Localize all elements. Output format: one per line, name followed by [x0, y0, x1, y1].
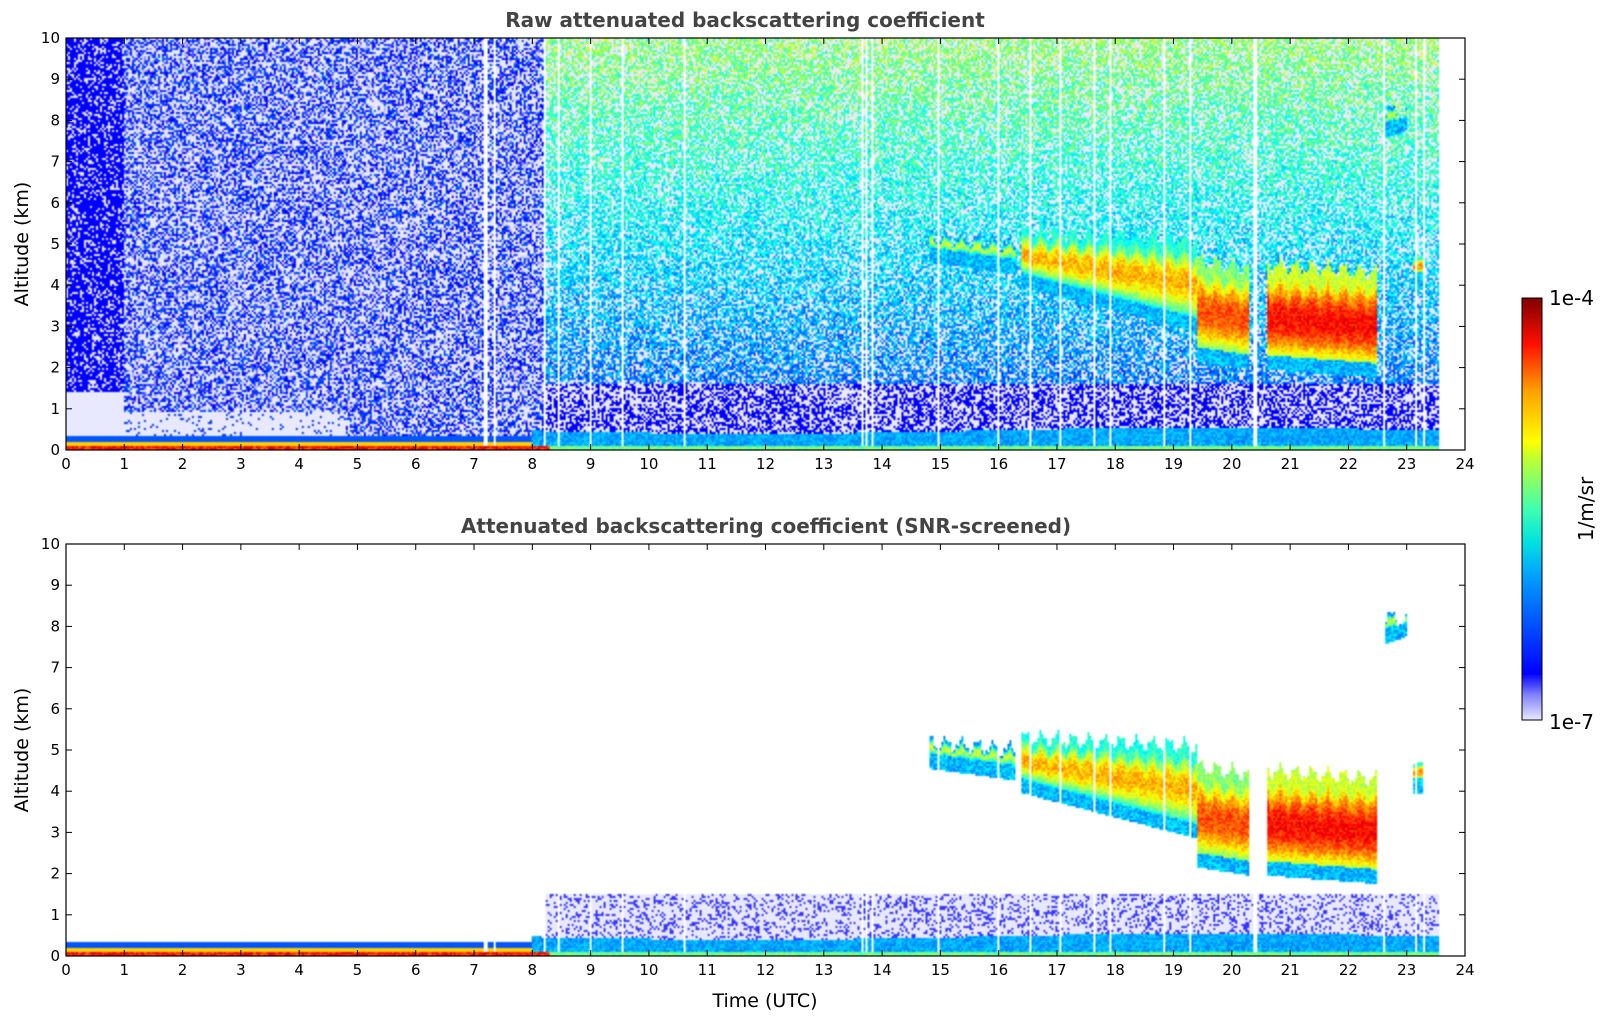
x-tick-label: 16	[989, 455, 1008, 473]
colorbar-gradient	[1521, 297, 1543, 721]
x-tick-label: 22	[1339, 961, 1358, 979]
x-tick-label: 7	[469, 961, 479, 979]
x-tick-label: 9	[586, 455, 596, 473]
x-tick-label: 11	[698, 455, 717, 473]
panel-raw: Raw attenuated backscattering coefficien…	[11, 8, 1475, 473]
x-tick-label: 13	[814, 455, 833, 473]
colorbar: 1e-4 1e-7 1/m/sr	[1521, 286, 1598, 734]
x-tick-label: 22	[1339, 455, 1358, 473]
x-tick-label: 9	[586, 961, 596, 979]
y-tick-label: 9	[50, 576, 60, 594]
panel-screened: Attenuated backscattering coefficient (S…	[11, 514, 1475, 1012]
y-tick-label: 5	[50, 235, 60, 253]
x-tick-label: 11	[698, 961, 717, 979]
y-tick-label: 2	[50, 359, 60, 377]
y-tick-label: 6	[50, 194, 60, 212]
x-axis-label: Time (UTC)	[711, 990, 817, 1012]
y-tick-label: 10	[41, 535, 60, 553]
x-tick-label: 15	[931, 455, 950, 473]
colorbar-max-label: 1e-4	[1549, 286, 1594, 310]
x-tick-label: 1	[120, 961, 130, 979]
chart-title: Attenuated backscattering coefficient (S…	[461, 514, 1071, 538]
backscatter-heatmap	[66, 38, 1465, 450]
y-axis: 0 1 2 3 4 5 6 7 8 9 10	[41, 29, 1465, 459]
x-tick-label: 1	[120, 455, 130, 473]
x-tick-label: 4	[294, 455, 304, 473]
x-tick-label: 15	[931, 961, 950, 979]
y-tick-label: 0	[50, 441, 60, 459]
colorbar-unit-label: 1/m/sr	[1574, 476, 1598, 541]
chart-title: Raw attenuated backscattering coefficien…	[505, 8, 985, 32]
y-tick-label: 1	[50, 400, 60, 418]
x-axis: 0 1 2 3 4 5 6 7 8 9 10 11 12 13 14 15 16 17 18 19 20 21 22 23 24	[61, 38, 1475, 473]
x-tick-label: 13	[814, 961, 833, 979]
y-tick-label: 9	[50, 70, 60, 88]
x-tick-label: 7	[469, 455, 479, 473]
x-tick-label: 0	[61, 455, 71, 473]
y-tick-label: 1	[50, 906, 60, 924]
x-tick-label: 12	[756, 455, 775, 473]
y-tick-label: 4	[50, 782, 60, 800]
x-tick-label: 19	[1164, 961, 1183, 979]
y-tick-label: 7	[50, 153, 60, 171]
x-tick-label: 20	[1222, 455, 1241, 473]
x-tick-label: 5	[353, 961, 363, 979]
y-tick-label: 8	[50, 111, 60, 129]
x-tick-label: 18	[1106, 961, 1125, 979]
x-tick-label: 0	[61, 961, 71, 979]
x-tick-label: 14	[873, 455, 892, 473]
x-tick-label: 12	[756, 961, 775, 979]
y-tick-label: 7	[50, 659, 60, 677]
y-tick-label: 6	[50, 700, 60, 718]
x-tick-label: 8	[528, 455, 538, 473]
x-tick-label: 10	[639, 961, 658, 979]
backscatter-heatmap	[66, 544, 1465, 956]
x-tick-label: 17	[1047, 455, 1066, 473]
x-tick-label: 8	[528, 961, 538, 979]
y-tick-label: 2	[50, 865, 60, 883]
heatmap-area	[66, 544, 1465, 956]
x-tick-label: 2	[178, 961, 188, 979]
x-tick-label: 16	[989, 961, 1008, 979]
x-tick-label: 6	[411, 455, 421, 473]
y-tick-label: 3	[50, 317, 60, 335]
x-tick-label: 14	[873, 961, 892, 979]
x-tick-label: 17	[1047, 961, 1066, 979]
y-tick-label: 8	[50, 617, 60, 635]
colorbar-min-label: 1e-7	[1549, 710, 1594, 734]
y-axis: 0 1 2 3 4 5 6 7 8 9 10	[41, 535, 1465, 965]
x-axis: 0 1 2 3 4 5 6 7 8 9 10 11 12 13 14 15 16 17 18 19 20 21 22 23 24	[61, 544, 1475, 979]
x-tick-label: 6	[411, 961, 421, 979]
y-tick-label: 0	[50, 947, 60, 965]
x-tick-label: 21	[1281, 961, 1300, 979]
x-tick-label: 23	[1397, 455, 1416, 473]
x-tick-label: 21	[1281, 455, 1300, 473]
x-tick-label: 5	[353, 455, 363, 473]
y-tick-label: 3	[50, 823, 60, 841]
x-tick-label: 23	[1397, 961, 1416, 979]
x-tick-label: 3	[236, 961, 246, 979]
y-tick-label: 10	[41, 29, 60, 47]
x-tick-label: 10	[639, 455, 658, 473]
y-axis-label: Altitude (km)	[11, 182, 33, 307]
y-axis-label: Altitude (km)	[11, 688, 33, 813]
x-tick-label: 3	[236, 455, 246, 473]
heatmap-area	[66, 38, 1465, 450]
x-tick-label: 4	[294, 961, 304, 979]
y-tick-label: 4	[50, 276, 60, 294]
x-tick-label: 19	[1164, 455, 1183, 473]
x-tick-label: 20	[1222, 961, 1241, 979]
x-tick-label: 18	[1106, 455, 1125, 473]
x-tick-label: 2	[178, 455, 188, 473]
x-tick-label: 24	[1455, 961, 1474, 979]
y-tick-label: 5	[50, 741, 60, 759]
x-tick-label: 24	[1455, 455, 1474, 473]
